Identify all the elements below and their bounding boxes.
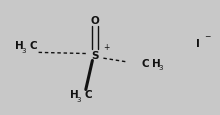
Text: 3: 3 [159,65,163,71]
Text: C: C [30,41,37,51]
Text: +: + [103,43,109,52]
Text: C: C [85,89,92,99]
Text: −: − [204,32,210,41]
Text: O: O [90,16,99,26]
Text: H: H [152,58,161,68]
Text: I: I [196,39,200,49]
Text: 3: 3 [22,47,26,53]
Text: 3: 3 [77,96,81,102]
Text: C: C [142,58,150,68]
Text: H: H [15,41,24,51]
Text: S: S [91,50,98,60]
Text: H: H [70,89,79,99]
